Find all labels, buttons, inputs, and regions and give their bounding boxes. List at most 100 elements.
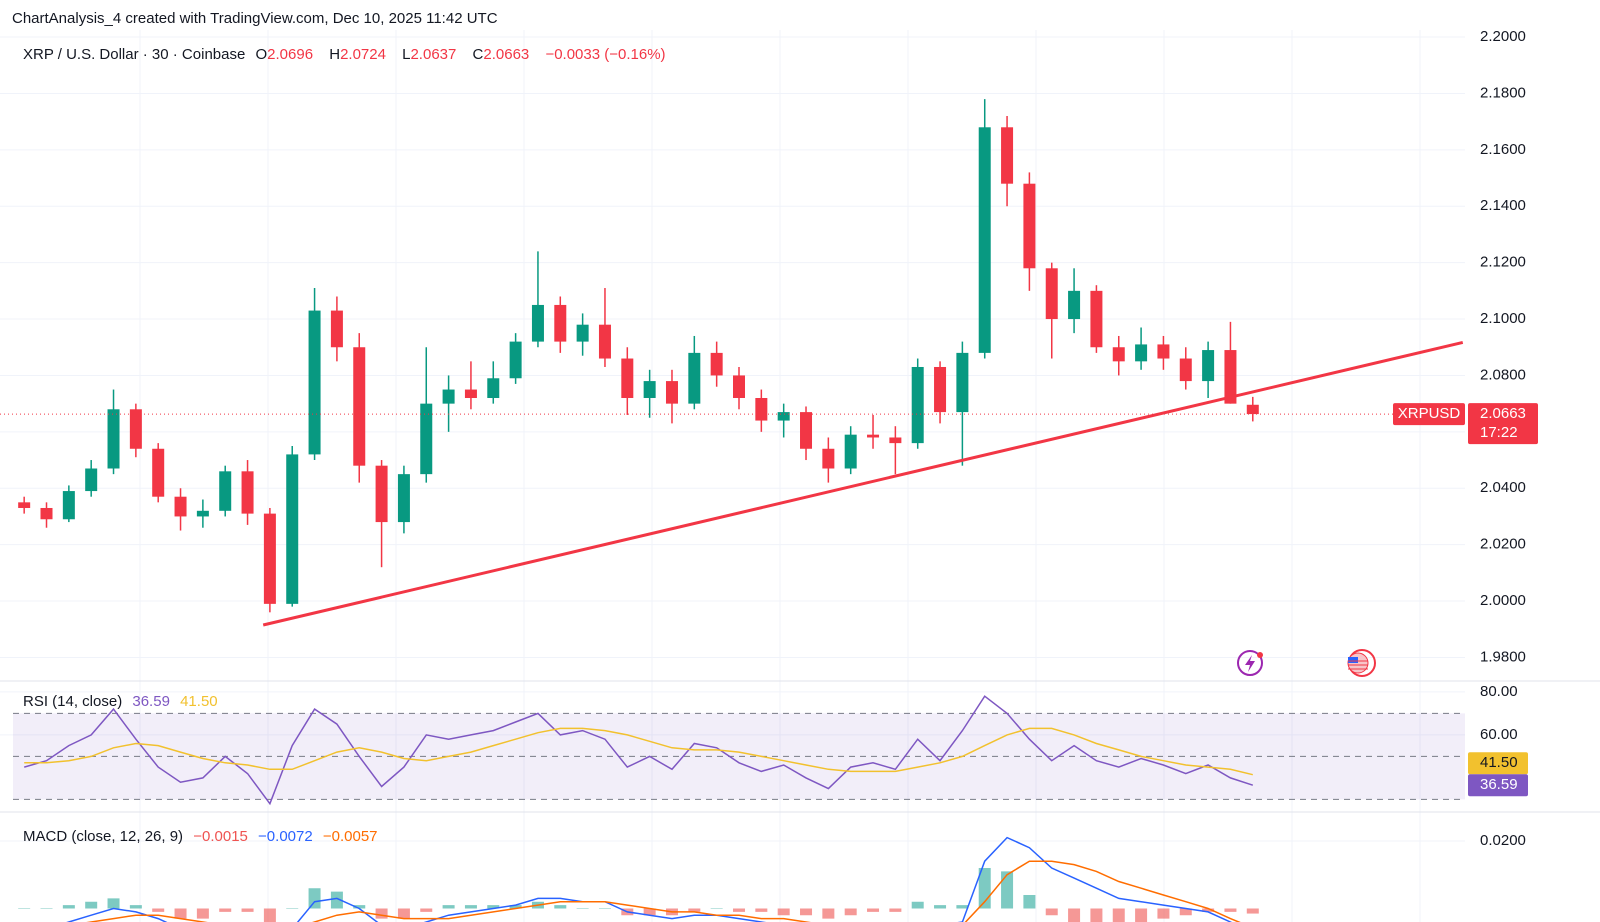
candle-body [464,389,477,399]
histogram-bar [777,908,790,916]
histogram-bar [308,888,321,909]
histogram-bar [1023,894,1036,909]
histogram-bar [1045,908,1058,916]
icon-flag [1347,649,1376,677]
histogram-bar [1112,908,1125,922]
candle-body [934,366,947,413]
icon-lightning [1237,650,1263,676]
histogram-bar [1157,908,1170,919]
ohlc-label: H [329,46,341,63]
histogram-bar [62,905,75,909]
candle-body [710,352,723,376]
histogram-bar [107,898,120,909]
watermark: ChartAnalysis_4 created with TradingView… [12,10,498,27]
candle-body [397,474,410,523]
candle-body [129,409,142,449]
candle-body [1157,344,1170,359]
candle-body [598,324,611,359]
histogram-bar [509,905,522,909]
ohlc: H2.0724 [329,46,392,63]
candle-body [643,381,656,399]
candle-body [822,448,835,469]
ohlc: C2.0663 [473,46,536,63]
histogram-bar [397,908,410,919]
y-tick-label: 2.1000 [1480,310,1526,327]
y-tick-label: 2.2000 [1480,28,1526,45]
candle-body [1135,344,1148,362]
ohlc-value: 2.0663 [483,46,530,63]
histogram-bar [710,908,723,909]
histogram-bar [733,908,745,912]
legend-value: −0.0015 [193,828,248,845]
ohlc: O2.0696 [255,46,319,63]
candle-body [308,310,321,455]
countdown-label: 17:22 [1480,424,1518,441]
candle-body [621,358,634,399]
candle-body [85,468,98,492]
grid [0,30,1465,922]
panel [18,836,1259,922]
candle-body [688,352,701,404]
legend-value: 41.50 [180,693,218,710]
histogram-bar [1135,908,1148,922]
macd-line [66,836,1233,922]
histogram-bar [420,908,433,912]
candle-body [62,491,75,520]
y-tick-label: 2.1400 [1480,197,1526,214]
trendline [262,340,1464,627]
histogram-bar [576,908,589,909]
candle-body [487,378,500,399]
histogram-bar [375,908,388,919]
symbol-label: XRPUSD [1398,405,1461,422]
candle-body [1023,183,1036,269]
histogram-bar [755,908,768,912]
candle-body [263,513,276,604]
y-tick-label: 2.0000 [1480,592,1526,609]
histogram-bar [643,908,656,916]
candle-body [40,507,53,520]
ohlc-label: L [402,46,411,63]
histogram-bar [800,908,813,916]
indicator-title: RSI (14, close) [23,693,123,710]
macd-line [86,860,1241,922]
candle-body [1179,358,1192,382]
y-tick-label: 2.0400 [1480,479,1526,496]
last-price-label: 2.0663 [1480,405,1526,422]
histogram-bar [196,908,209,919]
histogram-bar [286,908,299,909]
ohlc-value: 2.0696 [267,46,314,63]
histogram-bar [330,891,343,909]
price-box [1468,403,1538,445]
histogram-bar [152,908,165,912]
symbol-box [1393,403,1465,426]
histogram-bar [263,908,276,922]
candle-body [1202,350,1215,382]
histogram-bar [911,901,924,909]
histogram-bar [554,905,567,909]
candle-body [241,471,254,514]
y-tick-label: 60.00 [1480,726,1518,743]
value-box-label: 36.59 [1480,776,1518,793]
candle-body [353,347,366,466]
histogram-bar [1246,908,1259,914]
y-tick-label: 2.1600 [1480,141,1526,158]
candle-body [375,465,388,523]
ohlc-value: 2.0637 [410,46,457,63]
y-tick-label: 80.00 [1480,683,1518,700]
panel [13,695,1465,806]
histogram-bar [822,908,835,919]
value-box-label: 41.50 [1480,754,1518,771]
histogram-bar [464,905,477,909]
histogram-bar [934,905,947,909]
candle-body [18,502,31,508]
candle-body [174,496,187,517]
candle-body [196,510,209,517]
candle-body [755,398,768,421]
y-tick-label: 2.1200 [1480,254,1526,271]
rsi-line [24,727,1253,776]
histogram-bar [174,908,187,919]
legend-value: 36.59 [132,693,170,710]
candle-body [1068,290,1081,320]
histogram-bar [1090,908,1103,922]
symbol-title: XRP / U.S. Dollar · 30 · Coinbase [23,46,246,63]
